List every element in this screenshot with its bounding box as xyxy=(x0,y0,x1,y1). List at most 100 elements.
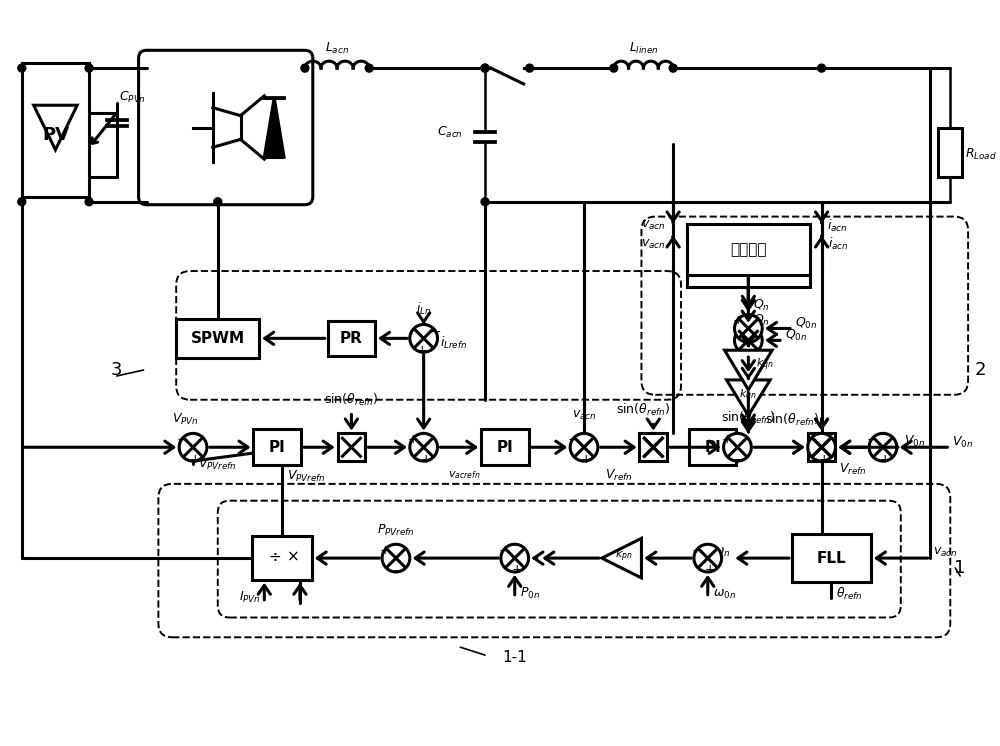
Text: $i_{acn}$: $i_{acn}$ xyxy=(827,217,847,233)
Text: +: + xyxy=(818,453,829,466)
Circle shape xyxy=(179,433,207,461)
Bar xyxy=(687,236,810,287)
Text: $\sin(\theta_{refn})$: $\sin(\theta_{refn})$ xyxy=(721,410,775,426)
Text: +: + xyxy=(420,453,431,466)
Text: $v_{acn}$: $v_{acn}$ xyxy=(572,409,596,422)
Circle shape xyxy=(734,327,762,354)
Circle shape xyxy=(382,545,410,572)
Text: $Q_n$: $Q_n$ xyxy=(753,298,770,313)
Text: $-$: $-$ xyxy=(866,433,878,446)
Text: $\sin(\theta_{refn})$: $\sin(\theta_{refn})$ xyxy=(616,401,671,418)
Circle shape xyxy=(526,64,534,72)
Text: 功率计算: 功率计算 xyxy=(730,254,767,269)
Text: PR: PR xyxy=(340,331,363,346)
Text: FLL: FLL xyxy=(817,551,846,565)
Text: $-$: $-$ xyxy=(636,433,649,446)
Text: $P_{0n}$: $P_{0n}$ xyxy=(520,586,540,601)
Text: +: + xyxy=(650,453,661,466)
Text: $-$: $-$ xyxy=(498,543,510,557)
Bar xyxy=(176,319,259,358)
Text: +: + xyxy=(732,314,743,327)
Text: $\theta_{refn}$: $\theta_{refn}$ xyxy=(836,586,863,602)
Circle shape xyxy=(410,325,438,352)
Bar xyxy=(687,224,810,275)
Circle shape xyxy=(669,64,677,72)
Circle shape xyxy=(694,545,722,572)
Text: PI: PI xyxy=(496,439,513,455)
Text: +: + xyxy=(511,563,522,577)
Text: $V_{PVrefn}$: $V_{PVrefn}$ xyxy=(198,457,237,471)
Text: 1-1: 1-1 xyxy=(502,650,527,665)
Text: $v_{acn}$: $v_{acn}$ xyxy=(933,545,958,559)
Text: $v_{acn}$: $v_{acn}$ xyxy=(641,219,665,232)
Text: $V_{PVn}$: $V_{PVn}$ xyxy=(172,412,198,427)
Bar xyxy=(328,321,375,356)
Circle shape xyxy=(808,433,835,461)
Text: $-$: $-$ xyxy=(176,433,188,446)
Polygon shape xyxy=(727,380,770,416)
Text: $i_{Lrefn}$: $i_{Lrefn}$ xyxy=(440,335,467,351)
Text: SPWM: SPWM xyxy=(191,331,245,346)
Text: PI: PI xyxy=(704,439,721,455)
Text: $-$: $-$ xyxy=(691,543,703,557)
Text: $V_{refn}$: $V_{refn}$ xyxy=(839,462,866,477)
Text: +: + xyxy=(416,344,427,357)
Text: 2: 2 xyxy=(974,361,986,379)
Text: $-$: $-$ xyxy=(429,324,442,337)
Circle shape xyxy=(501,545,529,572)
Circle shape xyxy=(610,64,618,72)
Text: $-$: $-$ xyxy=(744,345,756,360)
Bar xyxy=(639,433,667,461)
Bar xyxy=(22,63,89,197)
Circle shape xyxy=(365,64,373,72)
Bar xyxy=(253,430,301,465)
Text: $P_{PVrefn}$: $P_{PVrefn}$ xyxy=(377,523,415,538)
Circle shape xyxy=(570,433,598,461)
Bar xyxy=(481,430,529,465)
Circle shape xyxy=(639,433,667,461)
Circle shape xyxy=(18,198,26,206)
Text: $i_{Ln}$: $i_{Ln}$ xyxy=(416,301,431,317)
Text: $L_{linen}$: $L_{linen}$ xyxy=(629,41,658,56)
Text: $V_{PVrefn}$: $V_{PVrefn}$ xyxy=(287,469,326,484)
Text: $\sin(\theta_{refn})$: $\sin(\theta_{refn})$ xyxy=(765,412,819,427)
Polygon shape xyxy=(602,539,641,578)
Circle shape xyxy=(818,64,826,72)
Text: $I_{PVn}$: $I_{PVn}$ xyxy=(239,590,261,605)
Circle shape xyxy=(85,198,93,206)
Bar xyxy=(938,128,962,177)
Text: $\sin(\theta_{refn})$: $\sin(\theta_{refn})$ xyxy=(324,392,379,408)
Text: 功率计算: 功率计算 xyxy=(730,242,767,257)
Circle shape xyxy=(869,433,897,461)
Text: $C_{acn}$: $C_{acn}$ xyxy=(437,125,463,140)
Text: $k_{qn}$: $k_{qn}$ xyxy=(739,388,757,404)
Text: +: + xyxy=(721,433,732,446)
Text: $v_{acn}$: $v_{acn}$ xyxy=(641,238,665,251)
Text: 3: 3 xyxy=(111,361,123,379)
Text: 1: 1 xyxy=(954,559,966,577)
Text: PI: PI xyxy=(269,439,286,455)
Text: $L_{acn}$: $L_{acn}$ xyxy=(325,41,349,56)
Text: $Q_{0n}$: $Q_{0n}$ xyxy=(795,316,817,331)
Polygon shape xyxy=(264,98,284,157)
Text: $-$: $-$ xyxy=(733,452,746,466)
Text: $V_{0n}$: $V_{0n}$ xyxy=(952,435,973,450)
Circle shape xyxy=(18,64,26,72)
Circle shape xyxy=(410,433,438,461)
Circle shape xyxy=(85,64,93,72)
Text: $Q_{0n}$: $Q_{0n}$ xyxy=(785,327,807,343)
Text: $-$: $-$ xyxy=(567,433,579,446)
Text: +: + xyxy=(190,453,200,466)
Text: +: + xyxy=(732,326,743,339)
Circle shape xyxy=(214,198,222,206)
Bar xyxy=(792,534,871,582)
Text: $V_{refn}$: $V_{refn}$ xyxy=(605,468,632,483)
Bar xyxy=(808,433,835,461)
Text: +: + xyxy=(407,433,418,446)
Text: $\div$: $\div$ xyxy=(268,548,281,564)
Text: $-$: $-$ xyxy=(744,333,756,348)
Text: $-$: $-$ xyxy=(805,433,817,446)
Text: $R_{Load}$: $R_{Load}$ xyxy=(965,147,997,162)
Text: $V_{0n}$: $V_{0n}$ xyxy=(904,433,925,449)
Text: $k_{pn}$: $k_{pn}$ xyxy=(615,548,633,564)
